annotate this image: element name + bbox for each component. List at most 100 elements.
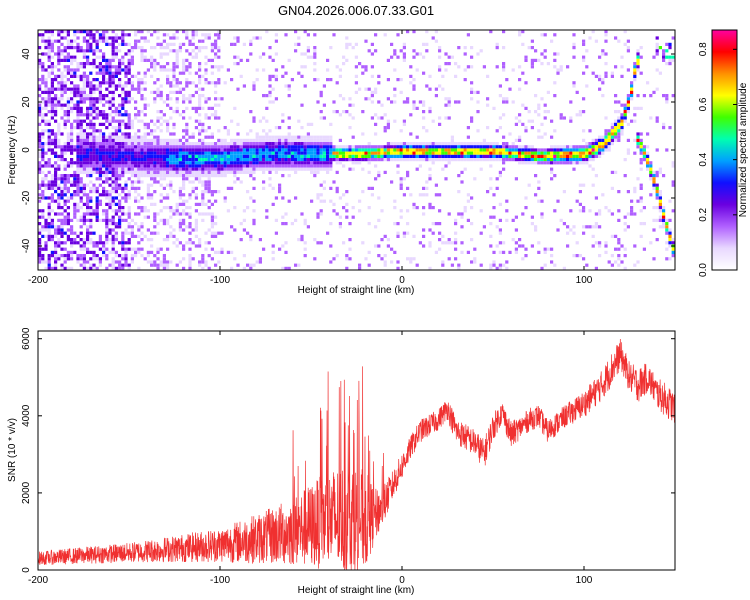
spectrogram-cell (470, 158, 474, 162)
spectrogram-cell (665, 241, 669, 245)
spectrogram-cell (546, 110, 550, 114)
spectrogram-cell (153, 180, 157, 184)
spectrogram-cell (444, 116, 448, 120)
spectrogram-cell (182, 30, 186, 34)
spectrogram-cell (162, 119, 166, 123)
spectrogram-cell (220, 247, 224, 251)
spectrogram-cell (98, 257, 102, 261)
spectrogram-cell (70, 100, 74, 104)
spectrogram-cell (316, 196, 320, 200)
spectrogram-cell (310, 138, 314, 142)
spectrogram-cell (620, 116, 624, 120)
spectrogram-cell (169, 180, 173, 184)
spectrogram-cell (66, 119, 70, 123)
spectrogram-cell (598, 55, 602, 59)
spectrogram-cell (281, 244, 285, 248)
spectrogram-cell (60, 148, 64, 152)
spectrogram-cell (633, 244, 637, 248)
spectrogram-cell (287, 84, 291, 88)
spectrogram-cell (233, 174, 237, 178)
spectrogram-cell (358, 145, 362, 149)
spectrogram-cell (537, 78, 541, 82)
spectrogram-cell (476, 100, 480, 104)
spectrogram-cell (252, 209, 256, 213)
spectrogram-cell (492, 154, 496, 158)
spectrogram-cell (76, 49, 80, 53)
spectrogram-cell (210, 170, 214, 174)
spectrogram-cell (194, 119, 198, 123)
spectrogram-cell (162, 161, 166, 165)
spectrogram-cell (70, 151, 74, 155)
spectrogram-cell (393, 100, 397, 104)
spectrogram-cell (50, 103, 54, 107)
spectrogram-cell (137, 174, 141, 178)
spectrogram-cell (438, 145, 442, 149)
spectrogram-cell (374, 87, 378, 91)
spectrogram-cell (44, 151, 48, 155)
spectrogram-cell (524, 151, 528, 155)
spectrogram-cell (476, 52, 480, 56)
spectrogram-cell (175, 84, 179, 88)
spectrogram-cell (297, 154, 301, 158)
spectrogram-cell (591, 158, 595, 162)
spectrogram-cell (63, 49, 67, 53)
spectrogram-cell (95, 244, 99, 248)
spectrogram-cell (502, 135, 506, 139)
spectrogram-cell (41, 113, 45, 117)
spectrogram-cell (508, 87, 512, 91)
spectrogram-cell (89, 36, 93, 40)
spectrogram-cell (594, 138, 598, 142)
spectrogram-cell (76, 126, 80, 130)
spectrogram-cell (633, 74, 637, 78)
spectrogram-cell (457, 65, 461, 69)
spectrogram-cell (127, 212, 131, 216)
spectrogram-cell (159, 42, 163, 46)
spectrogram-cell (102, 113, 106, 117)
spectrogram-cell (287, 199, 291, 203)
spectrogram-cell (60, 42, 64, 46)
spectrogram-cell (172, 212, 176, 216)
spectrogram-cell (284, 154, 288, 158)
spectrogram-cell (63, 222, 67, 226)
spectrogram-cell (418, 154, 422, 158)
spectrogram-cell (418, 100, 422, 104)
spectrogram-cell (153, 100, 157, 104)
spectrogram-cell (495, 244, 499, 248)
spectrogram-cell (41, 142, 45, 146)
spectrogram-cell (66, 132, 70, 136)
spectrogram-cell (57, 68, 61, 72)
spectrogram-cell (399, 186, 403, 190)
spectrogram-cell (86, 94, 90, 98)
spectrogram-cell (121, 142, 125, 146)
spectrogram-cell (41, 257, 45, 261)
spectrogram-cell (98, 260, 102, 264)
spectrogram-cell (450, 241, 454, 245)
spectrogram-cell (546, 151, 550, 155)
spectrogram-cell (102, 180, 106, 184)
spectrogram-cell (188, 167, 192, 171)
spectrogram-cell (207, 170, 211, 174)
spectrogram-cell (111, 151, 115, 155)
spectrogram-cell (194, 142, 198, 146)
spectrogram-cell (70, 145, 74, 149)
spectrogram-cell (169, 138, 173, 142)
spectrogram-cell (102, 151, 106, 155)
spectrogram-cell (463, 151, 467, 155)
spectrogram-cell (79, 94, 83, 98)
spectrogram-cell (178, 151, 182, 155)
spectrogram-cell (121, 254, 125, 258)
spectrogram-cell (428, 154, 432, 158)
spectrogram-cell (86, 46, 90, 50)
spectrogram-cell (230, 154, 234, 158)
spectrogram-cell (252, 186, 256, 190)
spectrogram-cell (121, 244, 125, 248)
spectrogram-cell (198, 170, 202, 174)
spectrogram-cell (639, 55, 643, 59)
spectrogram-cell (121, 84, 125, 88)
spectrogram-cell (338, 68, 342, 72)
spectrogram-cell (204, 71, 208, 75)
spectrogram-cell (127, 190, 131, 194)
spectrogram-cell (79, 113, 83, 117)
spectrogram-cell (121, 263, 125, 267)
